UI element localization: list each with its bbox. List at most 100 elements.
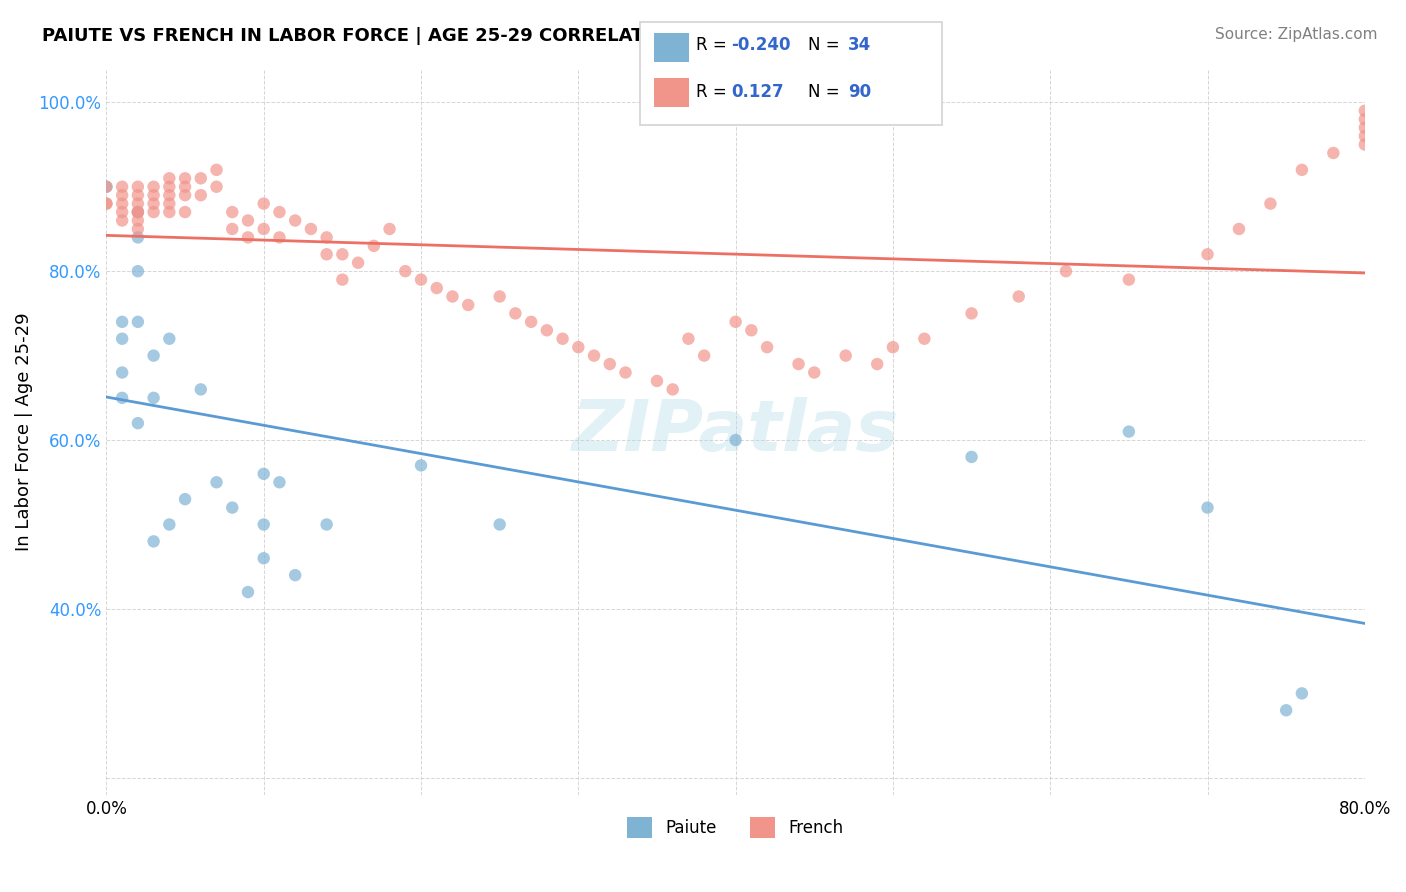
Point xyxy=(157,517,180,532)
Point xyxy=(205,162,228,177)
Point xyxy=(127,196,149,211)
Text: R =: R = xyxy=(696,83,733,101)
Point xyxy=(882,340,904,354)
Point xyxy=(1354,103,1376,118)
Point xyxy=(236,585,259,599)
Point xyxy=(1275,703,1298,717)
Point xyxy=(111,196,134,211)
Point xyxy=(111,366,134,380)
Text: Source: ZipAtlas.com: Source: ZipAtlas.com xyxy=(1215,27,1378,42)
Point xyxy=(599,357,621,371)
Point xyxy=(441,289,464,303)
Point xyxy=(756,340,779,354)
Point xyxy=(960,306,983,320)
Text: 34: 34 xyxy=(848,36,872,54)
Point xyxy=(96,179,118,194)
Text: ZIPatlas: ZIPatlas xyxy=(572,397,900,467)
Point xyxy=(488,289,510,303)
Point xyxy=(1354,120,1376,135)
Point xyxy=(332,272,354,286)
Point xyxy=(236,213,259,227)
Point xyxy=(111,332,134,346)
Point xyxy=(1008,289,1031,303)
Point xyxy=(363,239,385,253)
Point xyxy=(1118,425,1140,439)
Point xyxy=(645,374,668,388)
Point xyxy=(111,205,134,219)
Y-axis label: In Labor Force | Age 25-29: In Labor Force | Age 25-29 xyxy=(15,312,32,551)
Point xyxy=(142,391,165,405)
Point xyxy=(142,188,165,202)
Point xyxy=(157,179,180,194)
Point xyxy=(96,179,118,194)
Point xyxy=(347,256,370,270)
Point xyxy=(253,196,276,211)
Point xyxy=(960,450,983,464)
Point xyxy=(835,349,858,363)
Text: 90: 90 xyxy=(848,83,870,101)
Point xyxy=(157,205,180,219)
Point xyxy=(174,205,197,219)
Point xyxy=(142,179,165,194)
Text: N =: N = xyxy=(808,36,845,54)
Point xyxy=(111,179,134,194)
Point xyxy=(127,416,149,430)
Text: PAIUTE VS FRENCH IN LABOR FORCE | AGE 25-29 CORRELATION CHART: PAIUTE VS FRENCH IN LABOR FORCE | AGE 25… xyxy=(42,27,754,45)
Point xyxy=(394,264,416,278)
Point xyxy=(253,222,276,236)
Point xyxy=(127,205,149,219)
Point xyxy=(269,205,291,219)
Point xyxy=(236,230,259,244)
Point xyxy=(174,171,197,186)
Point xyxy=(221,205,243,219)
Point xyxy=(142,205,165,219)
Point xyxy=(190,383,212,397)
Point xyxy=(142,534,165,549)
Point xyxy=(127,315,149,329)
Text: 0.127: 0.127 xyxy=(731,83,783,101)
Point xyxy=(157,171,180,186)
Point xyxy=(127,230,149,244)
Point xyxy=(157,188,180,202)
Point xyxy=(315,517,337,532)
Point xyxy=(127,213,149,227)
Point xyxy=(426,281,449,295)
Point xyxy=(332,247,354,261)
Point xyxy=(1054,264,1077,278)
Point xyxy=(111,188,134,202)
Point xyxy=(505,306,527,320)
Point xyxy=(127,264,149,278)
Point xyxy=(409,458,432,473)
Point xyxy=(190,188,212,202)
Point xyxy=(284,213,307,227)
Point xyxy=(96,196,118,211)
Point xyxy=(174,179,197,194)
Point xyxy=(1354,137,1376,152)
Point xyxy=(693,349,716,363)
Point xyxy=(253,517,276,532)
Point xyxy=(787,357,810,371)
Point xyxy=(1118,272,1140,286)
Point xyxy=(284,568,307,582)
Point xyxy=(678,332,700,346)
Point xyxy=(1260,196,1282,211)
Point xyxy=(1197,247,1219,261)
Point xyxy=(157,332,180,346)
Point xyxy=(127,179,149,194)
Point xyxy=(614,366,637,380)
Point xyxy=(221,222,243,236)
Point xyxy=(724,433,747,447)
Point xyxy=(740,323,762,337)
Point xyxy=(1291,686,1313,700)
Point xyxy=(190,171,212,186)
Point xyxy=(111,391,134,405)
Point xyxy=(205,179,228,194)
Point xyxy=(253,551,276,566)
Point xyxy=(520,315,543,329)
Point xyxy=(205,475,228,490)
Point xyxy=(127,188,149,202)
Point xyxy=(111,315,134,329)
Point xyxy=(269,475,291,490)
Point xyxy=(315,230,337,244)
Point xyxy=(221,500,243,515)
